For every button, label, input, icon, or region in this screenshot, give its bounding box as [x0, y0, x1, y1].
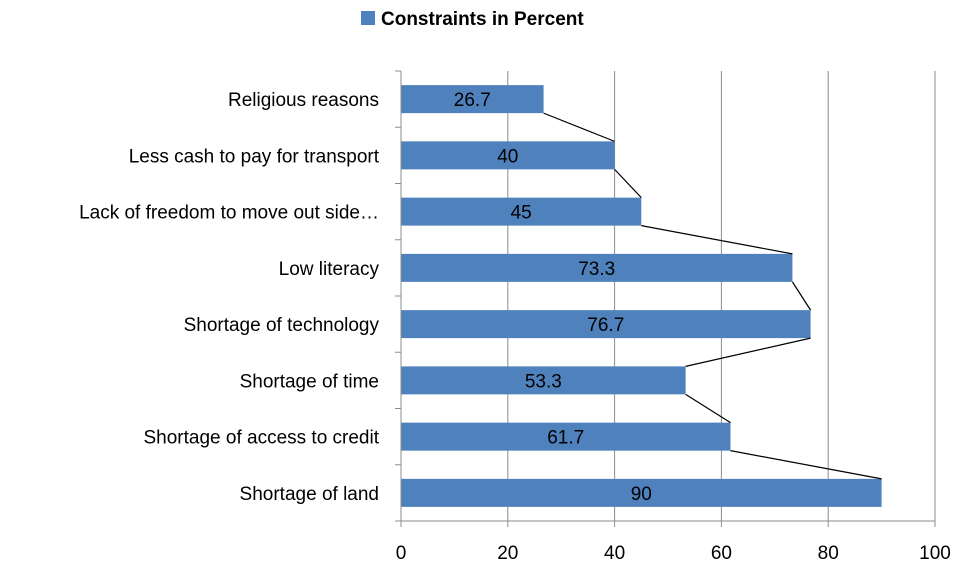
data-label: 76.7	[587, 315, 624, 336]
bar	[401, 310, 811, 339]
category-label: Shortage of access to credit	[143, 428, 379, 449]
data-labels: 26.7 40 45 73.3 76.7 53.3 61.7 90	[454, 90, 652, 505]
series-line	[614, 168, 642, 199]
series-line	[685, 337, 811, 367]
bar	[401, 366, 686, 395]
x-tick-label: 60	[711, 543, 732, 564]
gridlines	[507, 71, 936, 521]
legend: Constraints in Percent	[361, 9, 584, 30]
category-label: Shortage of land	[240, 484, 379, 505]
data-label: 40	[497, 146, 518, 167]
series-line	[730, 450, 882, 480]
series-line	[791, 281, 812, 311]
bar	[401, 85, 544, 114]
x-tick-label: 100	[919, 543, 951, 564]
bar	[401, 141, 615, 170]
category-labels: Religious reasons Less cash to pay for tr…	[79, 90, 380, 505]
x-tick-label: 80	[818, 543, 839, 564]
category-label: Less cash to pay for transport	[129, 146, 380, 167]
category-label: Shortage of time	[240, 371, 379, 392]
category-label: Religious reasons	[228, 90, 379, 111]
category-label: Lack of freedom to move out side…	[79, 203, 379, 224]
category-label: Shortage of technology	[184, 315, 380, 336]
data-label: 45	[511, 203, 532, 224]
series-line	[543, 112, 615, 142]
legend-label: Constraints in Percent	[381, 9, 584, 30]
bar	[401, 253, 793, 282]
x-tick-label: 20	[497, 543, 518, 564]
data-label: 73.3	[578, 259, 615, 280]
data-label: 26.7	[454, 90, 491, 111]
category-label: Low literacy	[279, 259, 380, 280]
x-tick-label: 40	[604, 543, 625, 564]
axes	[395, 70, 936, 527]
bars	[401, 85, 882, 507]
x-tick-labels: 0 20 40 60 80 100	[396, 543, 951, 564]
connector-lines	[543, 112, 882, 480]
data-label: 90	[631, 484, 652, 505]
bar	[401, 197, 642, 226]
data-label: 61.7	[547, 428, 584, 449]
data-label: 53.3	[525, 371, 562, 392]
legend-swatch	[361, 11, 375, 25]
series-line	[685, 393, 731, 424]
bar	[401, 478, 882, 507]
x-tick-label: 0	[396, 543, 407, 564]
series-line	[641, 225, 793, 255]
bar	[401, 422, 731, 451]
